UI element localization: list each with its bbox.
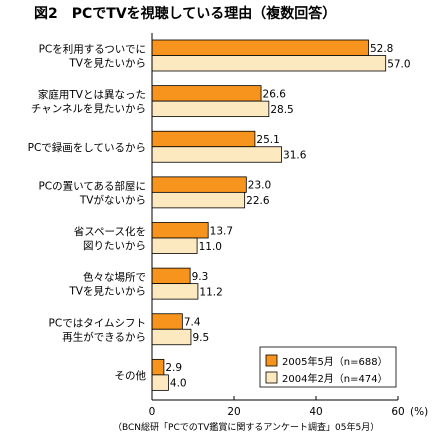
legend: 2005年5月（n=688） 2004年2月（n=474） bbox=[259, 346, 397, 388]
data-label-2004-4: 11.0 bbox=[199, 241, 222, 253]
legend-label-1: 2004年2月（n=474） bbox=[282, 372, 388, 385]
category-label-1-line-0: 家庭用TVとは異なった bbox=[38, 88, 146, 101]
legend-swatch-1 bbox=[265, 371, 278, 384]
bar-2005-1 bbox=[151, 85, 262, 102]
bar-2004-3 bbox=[151, 191, 246, 209]
bar-2005-5 bbox=[151, 267, 191, 285]
category-label-7-line-0: その他 bbox=[115, 369, 147, 382]
legend-swatch-0 bbox=[265, 354, 278, 367]
category-label-4-line-1: 図りたいから bbox=[83, 240, 146, 252]
bar-2005-7 bbox=[151, 358, 165, 376]
data-label-2005-3: 23.0 bbox=[248, 180, 271, 192]
bar-2004-1 bbox=[151, 100, 270, 118]
data-label-2005-6: 7.4 bbox=[184, 317, 201, 329]
legend-label-0: 2005年5月（n=688） bbox=[282, 355, 388, 368]
bar-2004-5 bbox=[151, 283, 199, 300]
source-note: （BCN総研「PCでのTV鑑賞に関するアンケート調査」05年5月） bbox=[113, 421, 379, 433]
data-label-2005-2: 25.1 bbox=[256, 134, 279, 146]
data-label-2005-1: 26.6 bbox=[263, 88, 287, 100]
category-label-4-line-0: 省スペース化を bbox=[74, 225, 146, 238]
bar-2004-7 bbox=[151, 374, 169, 391]
category-label-0-line-0: PCを利用するついでに bbox=[39, 44, 146, 56]
x-axis: 0 20 40 60 (%) bbox=[149, 33, 428, 418]
category-label-5-line-0: 色々な場所で bbox=[83, 271, 146, 284]
data-label-2005-5: 9.3 bbox=[192, 271, 209, 283]
category-label-6-line-1: 再生ができるから bbox=[62, 330, 146, 343]
category-label-5-line-1: TVを見たいから bbox=[68, 286, 146, 298]
x-tick-label-3: 60 bbox=[391, 406, 404, 418]
category-label-2-line-0: PCで録画をしているから bbox=[28, 141, 146, 154]
bar-2005-3 bbox=[151, 176, 247, 193]
bar-2004-2 bbox=[151, 146, 282, 163]
category-label-3-line-0: PCの置いてある部屋に bbox=[38, 179, 146, 192]
category-label-0-line-1: TVを見たいから bbox=[68, 58, 146, 70]
data-label-2004-2: 31.6 bbox=[283, 150, 307, 162]
x-tick-label-2: 40 bbox=[309, 406, 322, 418]
category-labels: PCを利用するついでにTVを見たいから家庭用TVとは異なったチャンネルを見たいか… bbox=[28, 44, 147, 382]
bar-2004-0 bbox=[151, 55, 387, 72]
data-label-2004-1: 28.5 bbox=[270, 104, 293, 116]
bar-2005-2 bbox=[151, 130, 256, 148]
data-label-2005-4: 13.7 bbox=[210, 225, 233, 237]
bar-2005-6 bbox=[151, 313, 183, 330]
data-label-2004-5: 11.2 bbox=[199, 286, 222, 298]
x-tick-label-1: 20 bbox=[227, 406, 240, 418]
data-label-2004-6: 9.5 bbox=[192, 332, 209, 344]
x-tick-label-0: 0 bbox=[149, 406, 156, 418]
data-label-2005-7: 2.9 bbox=[165, 362, 182, 374]
plot-area: 52.8 57.0 26.6 28.5 25.1 31.6 23.0 22.6 13.7 11.0… bbox=[151, 39, 411, 391]
bar-2004-4 bbox=[151, 237, 198, 254]
category-label-1-line-1: チャンネルを見たいから bbox=[31, 103, 146, 115]
category-label-6-line-0: PCではタイムシフト bbox=[49, 317, 146, 329]
data-label-2005-0: 52.8 bbox=[370, 43, 393, 55]
legend-box bbox=[259, 346, 397, 388]
data-label-2004-7: 4.0 bbox=[170, 378, 187, 390]
category-label-3-line-1: TVがないから bbox=[79, 193, 146, 206]
bar-2005-0 bbox=[151, 39, 369, 56]
data-label-2004-0: 57.0 bbox=[387, 58, 410, 70]
x-axis-unit: (%) bbox=[410, 406, 428, 418]
bar-2004-6 bbox=[151, 328, 192, 346]
chart-title: 図2 PCでTVを視聴している理由（複数回答） bbox=[34, 5, 336, 22]
data-label-2004-3: 22.6 bbox=[246, 195, 270, 207]
bar-2005-4 bbox=[151, 222, 209, 239]
